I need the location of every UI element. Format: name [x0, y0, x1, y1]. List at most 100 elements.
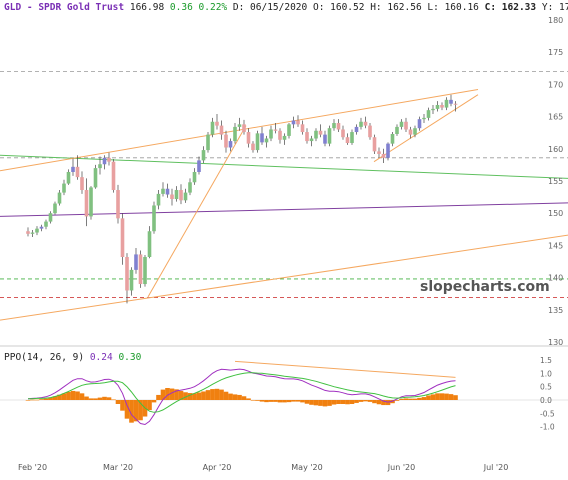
price-tick-label: 140 [548, 274, 563, 283]
candle-body [449, 99, 453, 104]
candle-body [174, 190, 179, 200]
histogram-bar [223, 391, 229, 400]
histogram-bar [327, 400, 332, 406]
histogram-bar [48, 397, 53, 400]
ppo-divergence-line [234, 360, 456, 378]
histogram-bar [412, 398, 418, 400]
price-tick-label: 145 [548, 241, 563, 250]
x-tick-label: Apr '20 [203, 463, 232, 472]
histogram-bar [439, 393, 445, 400]
price-tick-label: 155 [548, 177, 563, 186]
candle-body [327, 128, 332, 144]
histogram-bar [79, 393, 85, 400]
ppo-tick-label: 1.0 [540, 369, 552, 378]
ppo-header: PPO(14, 26, 9) 0.24 0.30 [4, 352, 141, 363]
signal-line [28, 372, 456, 413]
candle-body [179, 190, 183, 201]
histogram-bar [444, 393, 449, 400]
watermark: slopecharts.com [420, 279, 550, 295]
x-tick-label: Feb '20 [18, 463, 47, 472]
histogram-bar [61, 393, 67, 400]
histogram-bar [313, 400, 319, 406]
candle-body [269, 129, 273, 139]
x-tick-label: Jun '20 [387, 463, 415, 472]
price-tick-label: 180 [548, 16, 563, 25]
candle-body [206, 134, 210, 151]
candle-body [323, 134, 327, 144]
histogram-bar [322, 400, 328, 407]
histogram-bar [75, 391, 80, 400]
ppo-title: PPO(14, 26, 9) [4, 352, 85, 363]
histogram-bar [399, 398, 404, 400]
x-tick-label: Jul '20 [483, 463, 509, 472]
price-tick-label: 150 [548, 209, 563, 218]
histogram-bar [210, 389, 215, 400]
candle-body [233, 126, 237, 142]
candle-body [156, 193, 161, 206]
candle-body [57, 192, 62, 204]
histogram-bar [183, 392, 188, 400]
candle-body [426, 110, 431, 118]
close-label: C: 162.33 [484, 2, 537, 13]
price-header: GLD - SPDR Gold Trust 166.98 0.36 0.22% … [4, 2, 568, 13]
price-tick-label: 165 [548, 113, 563, 122]
candle-body [30, 232, 35, 234]
histogram-bar [174, 389, 179, 400]
candle-body [129, 269, 134, 291]
x-axis: Feb '20 Mar '20 Apr '20 May '20 Jun '20 Jul '… [18, 463, 508, 472]
histogram-bar [25, 400, 31, 401]
histogram-bar [430, 394, 436, 400]
upper-channel-line [0, 89, 479, 172]
signal-value: 0.30 [118, 352, 142, 363]
histogram-bar [345, 400, 350, 405]
candle-body [381, 153, 386, 158]
candle-body [152, 205, 156, 232]
histogram-bar [367, 400, 373, 402]
histogram-bar [363, 400, 368, 402]
candle-body [93, 168, 98, 188]
candle-body [404, 121, 408, 130]
candle-body [282, 135, 287, 140]
histogram-bar [250, 400, 256, 401]
candle-body [368, 125, 372, 138]
green-trendline [0, 154, 568, 179]
price-candles [26, 94, 458, 304]
histogram-bar [151, 400, 157, 403]
ppo-histogram [25, 388, 458, 423]
candle-body [332, 123, 336, 129]
histogram-bar [403, 398, 409, 400]
candle-body [300, 124, 305, 133]
candle-body [188, 182, 192, 193]
histogram-bar [219, 389, 224, 400]
candle-body [399, 121, 404, 127]
ppo-tick-label: -1.0 [540, 423, 555, 432]
histogram-bar [178, 390, 184, 400]
histogram-bar [295, 400, 301, 402]
candle-body [66, 171, 71, 184]
ppo-tick-label: 1.5 [540, 356, 552, 365]
histogram-bar [408, 398, 413, 400]
candle-body [417, 119, 422, 129]
candle-body [273, 129, 278, 131]
candle-body [161, 188, 165, 194]
candle-body [435, 105, 440, 109]
candle-body [354, 126, 359, 133]
candle-body [48, 213, 53, 222]
histogram-bar [255, 400, 260, 401]
candle-body [134, 254, 138, 270]
histogram-bar [133, 400, 139, 422]
histogram-bar [277, 400, 283, 403]
purple-trendline [0, 202, 568, 217]
candle-body [350, 132, 354, 144]
histogram-bar [264, 400, 269, 403]
histogram-bar [84, 396, 89, 400]
candle-body [422, 117, 426, 120]
candle-body [215, 121, 219, 126]
histogram-bar [201, 391, 206, 400]
candle-body [53, 203, 57, 214]
low-label: L: 160.16 [427, 2, 479, 13]
candle-body [98, 164, 102, 169]
candle-body [386, 143, 390, 158]
histogram-bar [88, 398, 94, 400]
candle-body [44, 221, 48, 227]
